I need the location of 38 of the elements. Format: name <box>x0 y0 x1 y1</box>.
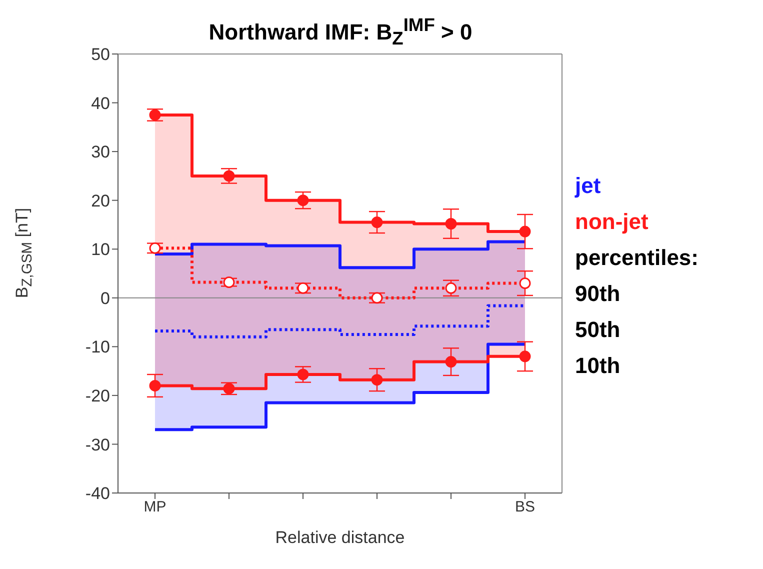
point <box>445 356 457 368</box>
point <box>519 350 531 362</box>
point <box>149 242 161 254</box>
chart-title: Northward IMF: B$_{Z}$$^{IMF}$ > 0 <box>208 14 474 50</box>
point <box>445 218 457 230</box>
y-tick-label: 0 <box>100 288 110 308</box>
text: 90th <box>575 280 622 308</box>
x-tick-label: MP <box>144 498 166 516</box>
text: jet <box>575 172 602 200</box>
y-tick-label: -40 <box>85 484 110 504</box>
x-tick-label: BS <box>514 498 536 516</box>
y-tick-label: 20 <box>91 191 110 210</box>
y-tick-label: 10 <box>91 240 110 260</box>
x-axis-title: Relative distance <box>275 528 405 547</box>
point <box>149 109 161 121</box>
point <box>223 276 235 288</box>
point <box>445 282 457 294</box>
point <box>519 278 531 290</box>
text: 50th <box>575 316 622 344</box>
point <box>297 282 309 294</box>
point <box>371 374 383 386</box>
text: percentiles: <box>575 244 698 272</box>
y-tick-label: -10 <box>85 338 110 357</box>
y-tick-label: -30 <box>85 435 110 454</box>
y-tick-label: 30 <box>91 142 110 162</box>
point <box>223 382 235 394</box>
text: 10th <box>575 352 622 380</box>
y-tick-label: 40 <box>91 94 110 113</box>
point <box>297 368 309 380</box>
point <box>223 170 235 182</box>
y-tick-label: -20 <box>85 386 110 406</box>
point <box>371 216 383 228</box>
point <box>371 292 383 304</box>
text: non-jet <box>575 208 650 236</box>
point <box>149 380 161 392</box>
point <box>297 194 309 206</box>
point <box>519 226 531 238</box>
y-tick-label: 50 <box>91 45 110 64</box>
